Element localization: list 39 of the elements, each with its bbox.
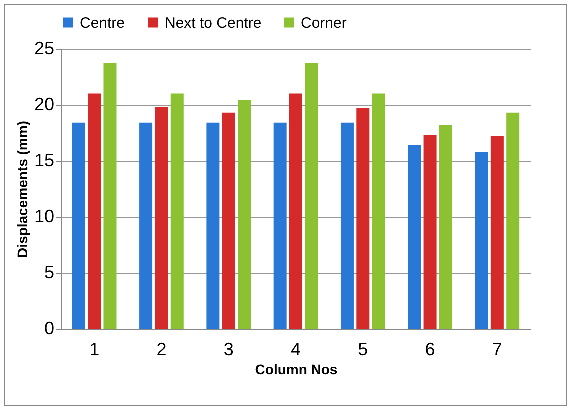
- legend-label: Corner: [301, 14, 347, 32]
- x-tick-label: 1: [90, 340, 100, 360]
- y-axis-title: Displacements (mm): [14, 121, 30, 258]
- x-tick-label: 5: [358, 340, 368, 360]
- x-tick-label: 3: [224, 340, 234, 360]
- y-tick-label: 10: [34, 206, 54, 226]
- legend-label: Next to Centre: [165, 14, 262, 32]
- bar: [72, 122, 86, 329]
- bar: [155, 107, 168, 329]
- bar: [290, 94, 302, 329]
- bar: [88, 94, 102, 329]
- x-tick-label: 2: [156, 340, 167, 360]
- bar: [408, 145, 422, 329]
- x-tick-label: 6: [425, 340, 436, 360]
- y-tick-label: 20: [34, 94, 54, 114]
- bar: [238, 100, 252, 329]
- bar: [222, 112, 236, 329]
- x-tick-label: 4: [290, 340, 302, 360]
- bar: [274, 122, 287, 329]
- y-tick-label: 25: [34, 38, 54, 58]
- bar: [340, 122, 354, 329]
- bar: [424, 135, 437, 329]
- bar: [356, 108, 370, 329]
- bar: [439, 125, 452, 329]
- bar: [170, 94, 184, 329]
- y-tick-label: 0: [44, 318, 54, 338]
- bar: [372, 94, 386, 329]
- bar: [305, 64, 318, 329]
- x-tick-label: 7: [492, 340, 502, 360]
- bar: [506, 112, 520, 329]
- bar: [475, 152, 488, 329]
- bar: [206, 122, 220, 329]
- bar: [490, 136, 504, 329]
- y-tick-label: 15: [34, 150, 54, 170]
- bar: [140, 122, 153, 329]
- x-axis-title: Column Nos: [255, 362, 338, 378]
- bar: [104, 64, 117, 329]
- legend-label: Centre: [80, 14, 126, 32]
- y-tick-label: 5: [44, 262, 54, 282]
